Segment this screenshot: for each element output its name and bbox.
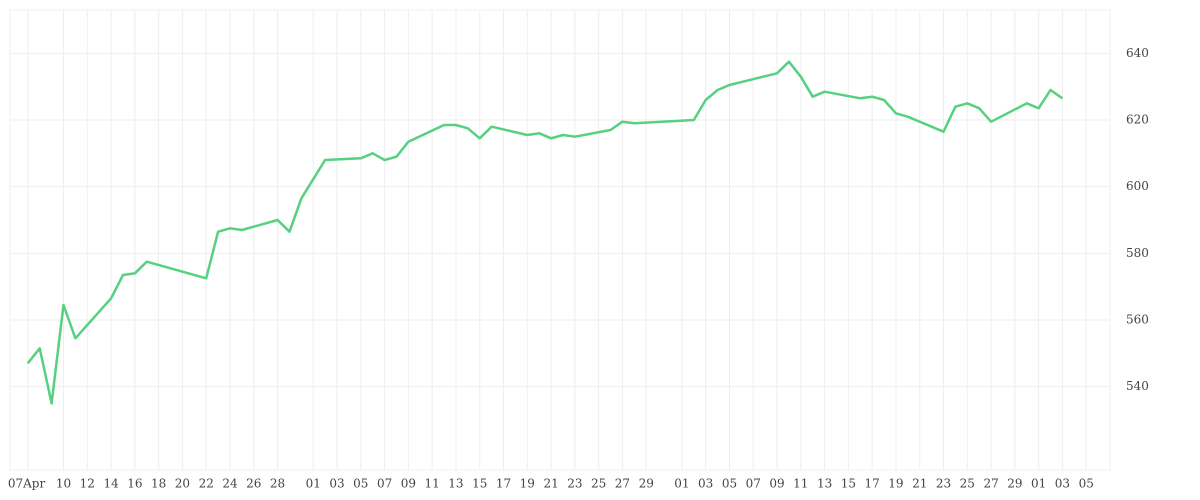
x-tick-label: 19 [520,477,535,491]
x-tick-label: 25 [960,477,975,491]
x-tick-label: 18 [151,477,166,491]
x-tick-label: 05 [353,477,368,491]
x-tick-label: 20 [175,477,190,491]
y-tick-label: 540 [1126,379,1149,393]
x-tick-label: 29 [1007,477,1022,491]
x-tick-label: 27 [615,477,630,491]
x-tick-label: 07 [746,477,761,491]
x-tick-label: 26 [246,477,261,491]
x-tick-label: 23 [936,477,951,491]
x-tick-label: 23 [567,477,582,491]
x-tick-label: 25 [591,477,606,491]
y-tick-label: 600 [1126,179,1149,193]
x-tick-label: 03 [698,477,713,491]
x-tick-label: 10 [56,477,71,491]
x-tick-label: 09 [401,477,416,491]
x-tick-label: 13 [448,477,463,491]
x-tick-label: 11 [793,477,808,491]
x-tick-label: 13 [817,477,832,491]
x-tick-label: 03 [329,477,344,491]
x-tick-label: 01 [1031,477,1046,491]
x-tick-label: 05 [1079,477,1094,491]
x-tick-label: 24 [222,477,238,491]
x-tick-label: 29 [639,477,654,491]
x-tick-label: 15 [472,477,487,491]
x-tick-label: 22 [199,477,214,491]
x-tick-label: 01 [674,477,689,491]
x-tick-label: 19 [888,477,903,491]
y-tick-label: 560 [1126,313,1149,327]
x-tick-label: 28 [270,477,285,491]
x-tick-label: 03 [1055,477,1070,491]
y-tick-label: 620 [1126,113,1149,127]
x-tick-label: 01 [306,477,321,491]
x-tick-label: 14 [103,477,119,491]
y-tick-label: 580 [1126,246,1149,260]
x-tick-label: 11 [425,477,440,491]
x-tick-label: 07Apr [8,477,46,491]
x-tick-label: 12 [80,477,95,491]
x-tick-label: 05 [722,477,737,491]
x-tick-label: 15 [841,477,856,491]
x-tick-label: 27 [983,477,998,491]
x-tick-label: 07 [377,477,392,491]
x-tick-label: 21 [543,477,558,491]
x-tick-label: 09 [769,477,784,491]
x-tick-label: 16 [127,477,142,491]
plot-area [9,9,1111,471]
x-tick-label: 21 [912,477,927,491]
x-tick-label: 17 [496,477,511,491]
data-line [26,60,1064,405]
y-tick-label: 640 [1126,46,1149,60]
x-tick-label: 17 [865,477,880,491]
